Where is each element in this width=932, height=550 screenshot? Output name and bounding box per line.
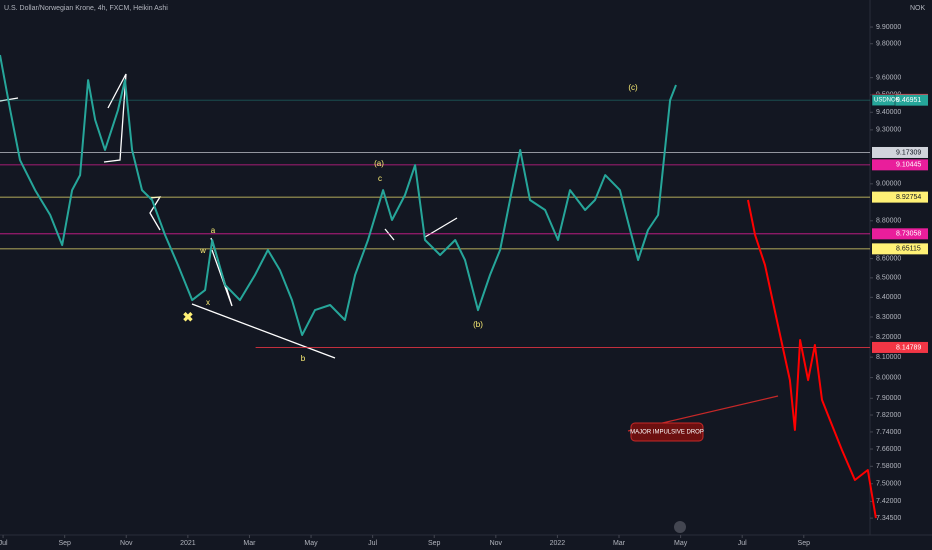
trendline (191, 303, 336, 359)
level-label: 8.14789 (896, 344, 921, 351)
x-tick-label: Sep (428, 540, 441, 547)
callout-box (630, 422, 704, 442)
wave-drawing (103, 73, 127, 163)
level-label: 9.10445 (896, 162, 921, 169)
annotation: (a) (374, 159, 384, 168)
y-tick-label: 9.00000 (876, 181, 901, 188)
x-tick-label: Mar (243, 540, 256, 547)
y-tick-label: 7.66000 (876, 446, 901, 453)
y-tick-label: 7.90000 (876, 395, 901, 402)
x-tick-label: 2021 (180, 540, 196, 547)
y-tick-label: 8.60000 (876, 255, 901, 262)
chart-title: U.S. Dollar/Norwegian Krone, 4h, FXCM, H… (4, 5, 168, 12)
y-tick-label: 8.50000 (876, 275, 901, 282)
annotation: a (211, 226, 216, 235)
x-tick-label: 2022 (550, 540, 566, 547)
level-tag (872, 159, 928, 171)
y-tick-label: 7.42000 (876, 498, 901, 505)
x-tick-label: Nov (490, 540, 503, 547)
y-tick-label: 9.30000 (876, 127, 901, 134)
annotation: MAJOR IMPULSIVE DROP (630, 430, 704, 436)
y-tick-label: 8.80000 (876, 218, 901, 225)
level-tag (872, 341, 928, 353)
level-label: 9.46951 (896, 97, 921, 104)
annotation: (c) (628, 83, 638, 92)
x-tick-label: Mar (613, 540, 626, 547)
level-label: 8.65115 (896, 246, 921, 253)
y-tick-label: 8.10000 (876, 354, 901, 361)
x-tick-label: May (304, 540, 318, 547)
x-tick-label: Nov (120, 540, 133, 547)
level-tag (872, 94, 928, 106)
currency-label: NOK (910, 5, 926, 12)
y-tick-label: 7.74000 (876, 429, 901, 436)
x-tick-label: Sep (58, 540, 71, 547)
y-tick-label: 9.80000 (876, 41, 901, 48)
x-tick-label: Jul (368, 540, 377, 547)
y-tick-label: 9.90000 (876, 24, 901, 31)
level-tag (872, 228, 928, 240)
x-marker: ✖ (183, 309, 194, 324)
annotation: b (301, 354, 306, 363)
level-tag (872, 146, 928, 158)
wave-drawing (384, 228, 395, 241)
x-tick-label: Jul (0, 540, 8, 547)
y-tick-label: 7.58000 (876, 463, 901, 470)
y-tick-label: 9.40000 (876, 109, 901, 116)
level-label: 8.73058 (896, 231, 921, 238)
symbol-label: USDNOK (874, 98, 900, 104)
y-tick-label: 9.60000 (876, 74, 901, 81)
y-tick-label: 7.50000 (876, 481, 901, 488)
level-tag (872, 191, 928, 203)
x-tick-label: Sep (798, 540, 811, 547)
x-tick-label: May (674, 540, 688, 547)
price-line (0, 54, 677, 336)
annotation: c (378, 174, 382, 183)
y-tick-label: 8.30000 (876, 314, 901, 321)
level-label: 8.92754 (896, 194, 921, 201)
y-tick-label: 7.34500 (876, 515, 901, 522)
y-tick-label: 8.20000 (876, 334, 901, 341)
price-line (747, 199, 877, 519)
level-label: 9.17309 (896, 149, 921, 156)
timeline-icon (674, 521, 686, 533)
x-tick-label: Jul (738, 540, 747, 547)
annotation: x (206, 298, 210, 307)
y-tick-label: 8.00000 (876, 374, 901, 381)
annotation: (b) (473, 320, 483, 329)
annotation: w (199, 246, 206, 255)
y-tick-label: 7.82000 (876, 412, 901, 419)
symbol-tag (871, 94, 896, 106)
level-tag (872, 243, 928, 255)
y-tick-label: 8.40000 (876, 294, 901, 301)
